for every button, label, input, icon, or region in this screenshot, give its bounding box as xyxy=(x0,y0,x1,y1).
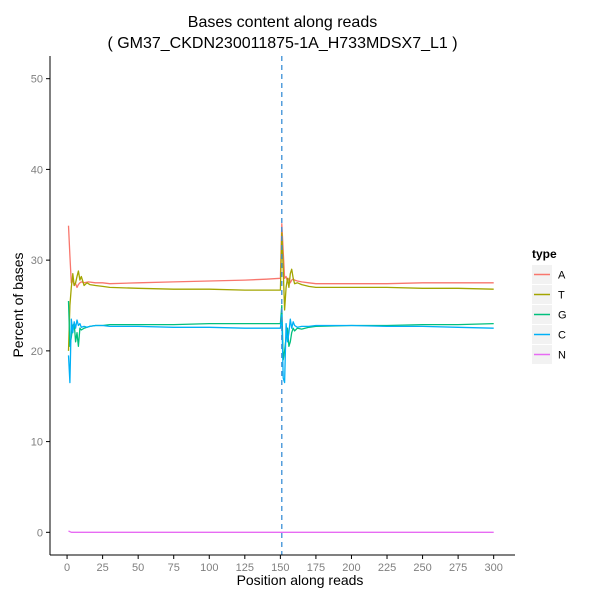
x-tick-label-0: 0 xyxy=(64,562,70,574)
series-line-G xyxy=(67,300,494,361)
legend-label-G: G xyxy=(558,310,567,322)
y-tick-label-50: 50 xyxy=(31,74,43,86)
x-tick-label-125: 125 xyxy=(236,562,254,574)
legend-title: type xyxy=(532,247,557,261)
x-axis-label: Position along reads xyxy=(236,572,364,588)
y-tick-label-30: 30 xyxy=(31,255,43,267)
x-tick-label-300: 300 xyxy=(484,562,502,574)
series-line-A xyxy=(67,223,494,289)
legend-label-T: T xyxy=(558,290,565,302)
series-line-C xyxy=(67,313,494,384)
plot-area xyxy=(67,56,494,555)
x-tick-label-150: 150 xyxy=(271,562,289,574)
y-tick-label-0: 0 xyxy=(37,527,43,539)
x-tick-label-75: 75 xyxy=(168,562,180,574)
x-tick-label-200: 200 xyxy=(342,562,360,574)
y-tick-label-40: 40 xyxy=(31,164,43,176)
series-line-N xyxy=(68,530,494,533)
chart-subtitle: ( GM37_CKDN230011875-1A_H733MDSX7_L1 ) xyxy=(107,35,458,52)
series-line-T xyxy=(67,232,494,351)
x-tick-label-100: 100 xyxy=(200,562,218,574)
x-tick-label-50: 50 xyxy=(132,562,144,574)
chart-title: Bases content along reads xyxy=(187,14,378,31)
x-tick-label-175: 175 xyxy=(307,562,325,574)
legend-label-A: A xyxy=(558,270,566,282)
y-axis-label: Percent of bases xyxy=(10,252,26,358)
x-tick-label-25: 25 xyxy=(96,562,108,574)
x-tick-label-250: 250 xyxy=(413,562,431,574)
x-tick-label-275: 275 xyxy=(449,562,467,574)
legend-label-C: C xyxy=(558,330,566,342)
y-tick-label-20: 20 xyxy=(31,346,43,358)
legend-label-N: N xyxy=(558,350,566,362)
y-tick-label-10: 10 xyxy=(31,437,43,449)
x-tick-label-225: 225 xyxy=(378,562,396,574)
axes: 0 10 20 30 40 50 0 25 50 75 100 125 150 175 200 225 250 2… xyxy=(31,56,515,574)
